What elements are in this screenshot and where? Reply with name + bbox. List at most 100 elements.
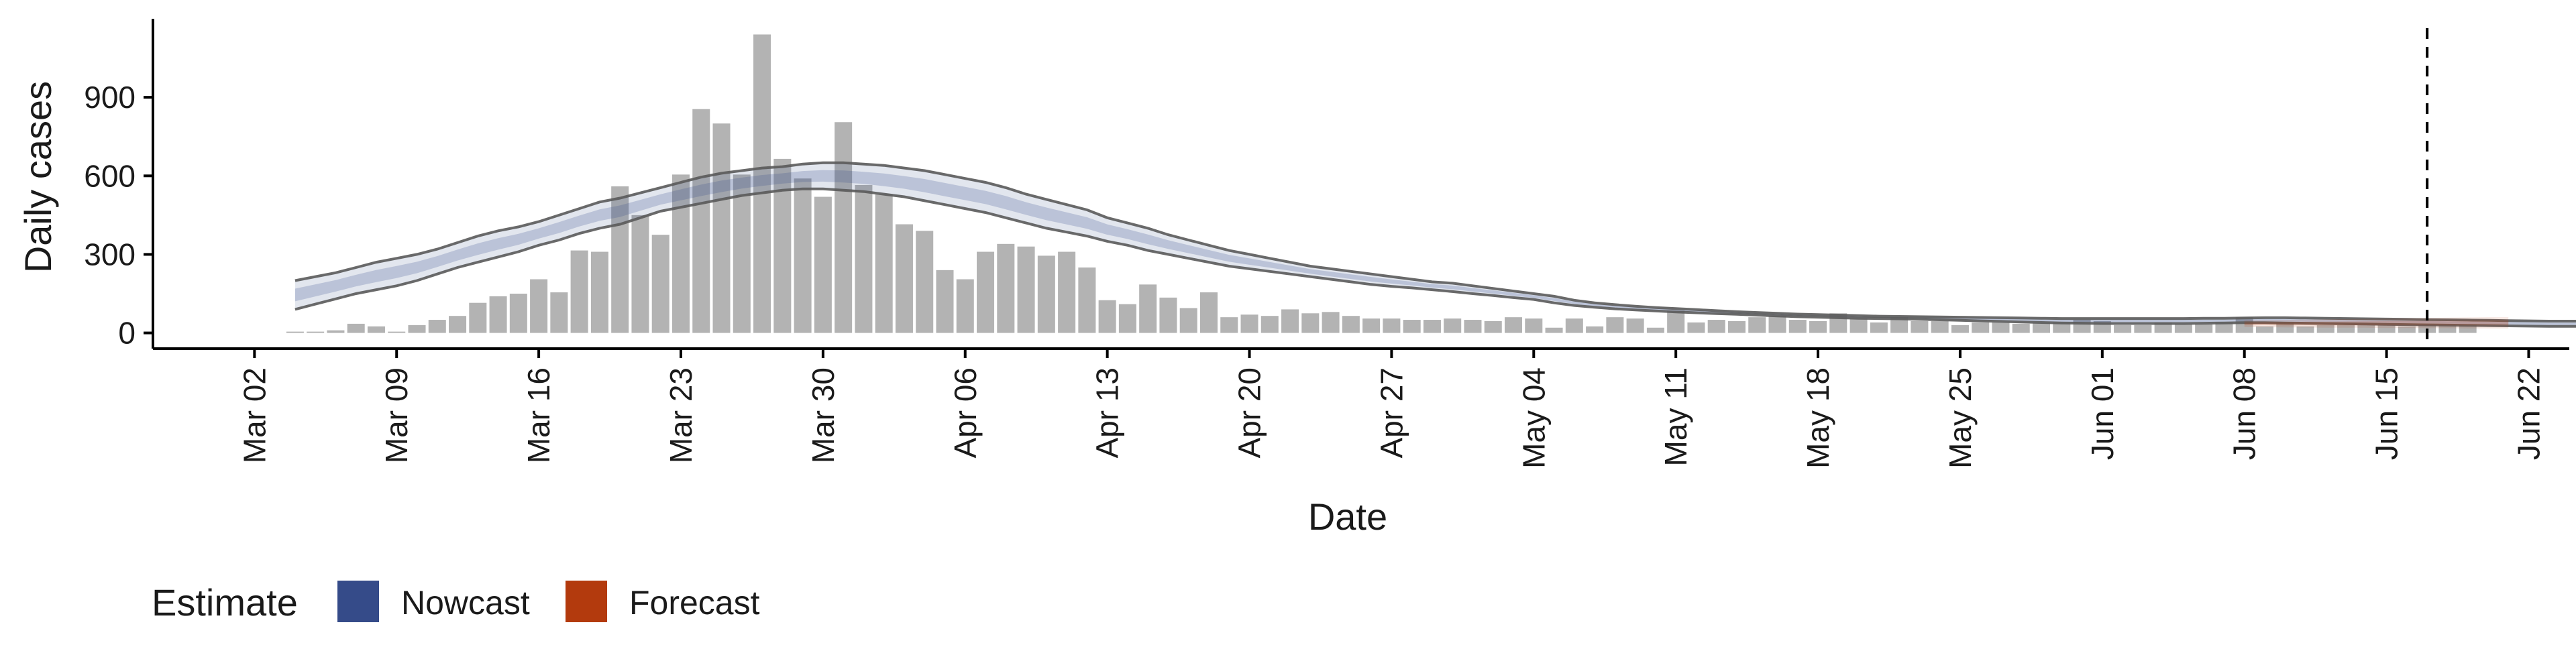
legend-label: Nowcast xyxy=(401,584,530,622)
case-bar xyxy=(590,251,608,333)
case-bar xyxy=(1037,255,1055,333)
case-bar xyxy=(2114,325,2132,333)
case-bar xyxy=(1911,321,1929,333)
case-bar xyxy=(1870,322,1888,333)
case-bar xyxy=(1992,322,2010,333)
case-bar xyxy=(1565,318,1583,333)
x-tick-label: Apr 06 xyxy=(948,367,983,459)
bars-layer xyxy=(286,34,2477,333)
case-bar xyxy=(1403,320,1421,333)
case-bar xyxy=(835,122,853,333)
case-bar xyxy=(2337,325,2355,333)
case-bar xyxy=(1931,321,1949,333)
x-tick-label: Jun 01 xyxy=(2085,367,2120,460)
case-bar xyxy=(1423,320,1441,333)
case-bar xyxy=(469,302,487,333)
x-tick-label: Apr 20 xyxy=(1232,367,1267,459)
bands-layer xyxy=(294,161,2576,329)
case-bar xyxy=(672,174,690,333)
case-bar xyxy=(2053,322,2071,333)
forecast-inner-band xyxy=(2244,320,2509,326)
x-tick-label: Mar 09 xyxy=(379,367,414,463)
case-bar xyxy=(2296,326,2314,333)
legend: Estimate Nowcast Forecast xyxy=(152,581,760,624)
case-bar xyxy=(327,330,345,333)
case-bar xyxy=(307,331,325,333)
y-tick-label: 900 xyxy=(84,80,136,115)
case-bar xyxy=(286,331,304,333)
case-bar xyxy=(651,235,669,333)
case-bar xyxy=(1017,246,1035,333)
case-bar xyxy=(1809,321,1827,333)
forecast-band xyxy=(2244,317,2509,329)
nowcast-upper-line xyxy=(294,161,2576,322)
case-bar xyxy=(733,174,751,333)
case-bar xyxy=(449,316,467,333)
case-bar xyxy=(1727,321,1746,333)
case-bar xyxy=(550,292,568,333)
case-bar xyxy=(2154,322,2172,333)
x-tick-label: Mar 23 xyxy=(663,367,698,463)
case-bar xyxy=(1464,320,1482,333)
case-bar xyxy=(1281,309,1299,333)
case-bar xyxy=(2438,325,2457,333)
legend-swatch xyxy=(566,581,607,622)
case-bar xyxy=(1220,317,1238,333)
case-bar xyxy=(1972,322,1990,333)
case-bar xyxy=(2174,323,2192,333)
case-bar xyxy=(2012,323,2030,333)
case-bar xyxy=(489,296,507,333)
case-bar xyxy=(570,250,588,333)
case-bar xyxy=(367,326,385,333)
y-axis-title: Daily cases xyxy=(17,81,59,273)
legend-title: Estimate xyxy=(152,581,298,624)
case-bar xyxy=(2195,323,2213,333)
case-bar xyxy=(997,243,1015,333)
axes-layer: 0 300 600 900 Mar 02 Mar 09 Mar 16 Mar 23 Mar 30… xyxy=(17,19,2569,538)
case-bar xyxy=(2215,322,2233,333)
x-tick-label: Jun 08 xyxy=(2227,367,2262,460)
case-bar xyxy=(1322,312,1340,333)
case-bar xyxy=(1139,284,1157,333)
y-tick-label: 300 xyxy=(84,237,136,272)
case-bar xyxy=(1362,318,1381,333)
x-tick-label: Jun 22 xyxy=(2511,367,2546,460)
case-bar xyxy=(509,294,527,333)
case-bar xyxy=(1849,318,1868,333)
case-bar xyxy=(773,158,792,333)
y-tick-label: 600 xyxy=(84,158,136,193)
nowcast-lower-line xyxy=(294,187,2576,328)
case-bar xyxy=(1078,267,1096,333)
case-bar xyxy=(1098,300,1116,333)
y-tick-label: 0 xyxy=(118,316,136,351)
case-bar xyxy=(936,270,954,333)
case-bar xyxy=(1199,292,1218,333)
case-bar xyxy=(388,331,406,333)
x-tick-label: May 11 xyxy=(1658,367,1693,466)
case-bar xyxy=(2357,325,2375,333)
case-bar xyxy=(1545,327,1563,333)
case-bar xyxy=(2316,325,2334,333)
case-bar xyxy=(1342,316,1360,333)
case-bar xyxy=(1667,310,1685,333)
case-bar xyxy=(2255,326,2273,333)
case-bar xyxy=(1687,322,1705,333)
case-bar xyxy=(1240,314,1258,333)
case-bar xyxy=(1260,316,1279,333)
case-bar xyxy=(1058,251,1076,333)
x-tick-label: Jun 15 xyxy=(2369,367,2404,460)
case-bar xyxy=(428,320,446,333)
case-bar xyxy=(1626,318,1644,333)
case-bar xyxy=(1768,316,1786,333)
case-bar xyxy=(855,184,873,333)
x-tick-label: Mar 02 xyxy=(237,367,272,463)
case-bar xyxy=(2459,325,2477,333)
x-tick-label: May 04 xyxy=(1516,367,1551,469)
x-tick-label: Apr 13 xyxy=(1090,367,1125,459)
case-bar xyxy=(875,194,893,333)
case-bar xyxy=(814,196,832,333)
case-bar xyxy=(2032,322,2051,333)
case-bar xyxy=(1159,297,1177,333)
